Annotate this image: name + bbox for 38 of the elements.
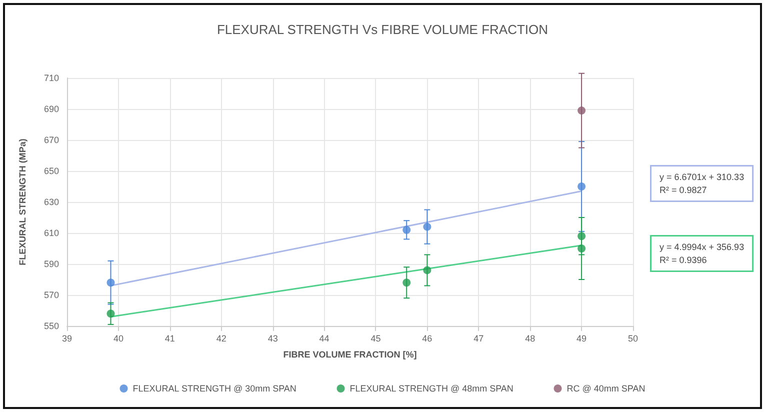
x-tick-label: 47: [474, 334, 484, 344]
x-tick-label: 44: [319, 334, 330, 344]
y-tick-label: 690: [44, 104, 59, 114]
legend-label: FLEXURAL STRENGTH @ 48mm SPAN: [350, 384, 514, 394]
y-tick-label: 670: [44, 135, 59, 145]
x-tick-label: 46: [422, 334, 432, 344]
y-tick-label: 570: [44, 290, 59, 300]
x-tick-label: 43: [268, 334, 278, 344]
point: [578, 182, 586, 190]
y-tick-label: 610: [44, 228, 59, 238]
y-tick-label: 630: [44, 197, 59, 207]
y-tick-label: 590: [44, 259, 59, 269]
chart-title: FLEXURAL STRENGTH Vs FIBRE VOLUME FRACTION: [216, 22, 548, 37]
point: [106, 278, 115, 287]
x-tick-label: 39: [62, 334, 72, 344]
x-tick-label: 41: [164, 334, 175, 344]
x-tick-label: 42: [216, 334, 226, 344]
point: [578, 244, 586, 252]
point: [106, 310, 115, 318]
x-axis-title: FIBRE VOLUME FRACTION [%]: [283, 350, 417, 360]
x-tick-label: 48: [525, 334, 536, 344]
point: [423, 266, 432, 274]
point: [423, 222, 432, 231]
text: y = 4.9994x + 356.93 R² = 0.9396: [660, 242, 744, 265]
point: [402, 226, 411, 234]
legend-label: RC @ 40mm SPAN: [566, 384, 646, 394]
text: y = 6.6701x + 310.33 R² = 0.9827: [660, 172, 744, 195]
x-tick-label: 45: [370, 334, 381, 344]
legend-label: FLEXURAL STRENGTH @ 30mm SPAN: [132, 384, 296, 394]
x-tick-label: 50: [628, 334, 638, 344]
x-tick-label: 40: [113, 334, 124, 344]
y-axis-title: FLEXURAL STRENGTH (MPa): [18, 138, 28, 266]
y-tick-label: 710: [44, 73, 59, 83]
y-tick-label: 650: [44, 166, 59, 176]
y-tick-label: 550: [44, 321, 59, 331]
point: [402, 278, 411, 287]
x-tick-label: 49: [576, 334, 587, 344]
point: [578, 106, 586, 115]
